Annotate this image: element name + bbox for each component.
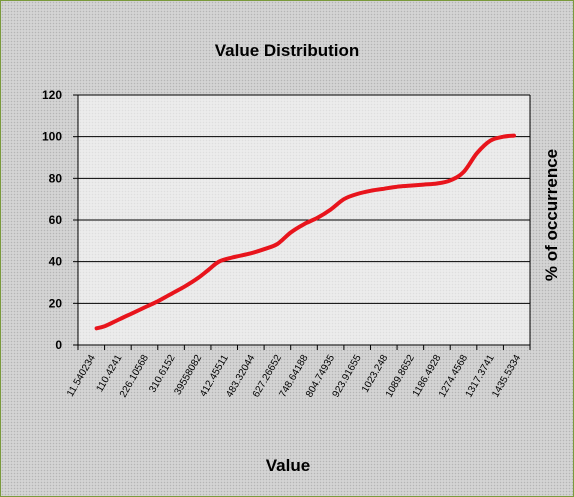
y-tick-label-40: 40 bbox=[49, 255, 63, 269]
y-axis-ticks: 0 20 40 60 80 100 120 bbox=[42, 88, 78, 352]
x-axis-label: Value bbox=[266, 456, 310, 475]
y-tick-label-120: 120 bbox=[42, 88, 62, 102]
x-axis-ticks: 11.540234110.4241226.10568310.6152395580… bbox=[65, 345, 531, 399]
y-tick-label-100: 100 bbox=[42, 130, 62, 144]
chart-title: Value Distribution bbox=[215, 41, 360, 60]
x-tick-label: 11.540234 bbox=[65, 353, 98, 399]
y-axis-label: % of occurrence bbox=[542, 149, 561, 281]
y-tick-label-0: 0 bbox=[55, 338, 62, 352]
gridlines bbox=[78, 94, 530, 304]
y-tick-label-80: 80 bbox=[49, 171, 63, 185]
y-tick-label-20: 20 bbox=[49, 296, 63, 310]
series-group bbox=[94, 133, 516, 331]
y-tick-label-60: 60 bbox=[49, 213, 63, 227]
x-tick-label: 110.4241 bbox=[94, 353, 124, 394]
series-line-0 bbox=[94, 133, 516, 331]
